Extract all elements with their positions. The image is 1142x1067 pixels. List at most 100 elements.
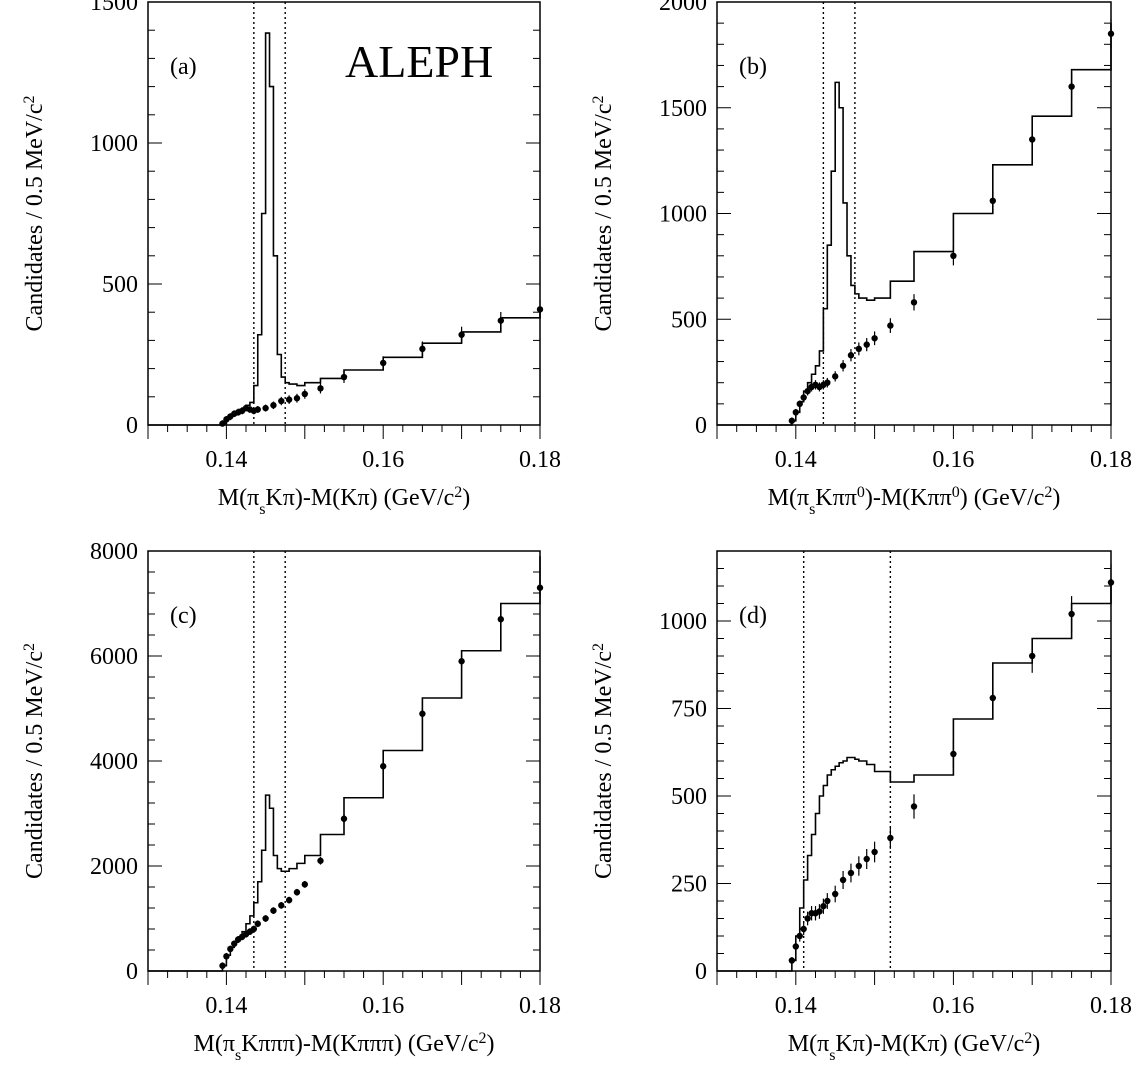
data-point xyxy=(820,903,827,910)
x-tick-label: 0.16 xyxy=(362,447,404,473)
data-point xyxy=(796,400,803,408)
y-tick-label: 2000 xyxy=(90,854,138,880)
y-tick-label: 2000 xyxy=(659,0,707,16)
data-point xyxy=(855,862,863,870)
data-point xyxy=(1029,652,1036,660)
data-point xyxy=(262,404,269,412)
data-point xyxy=(800,394,807,401)
data-point xyxy=(536,306,544,313)
y-tick-label: 1000 xyxy=(659,609,707,635)
data-point xyxy=(250,925,258,933)
data-point xyxy=(847,352,855,359)
data-point xyxy=(270,402,277,409)
y-tick-label: 1500 xyxy=(90,0,138,16)
data-point xyxy=(1107,579,1115,586)
data-point xyxy=(950,750,957,758)
data-point xyxy=(839,876,847,884)
data-point xyxy=(871,335,878,342)
data-point xyxy=(317,385,324,392)
data-point xyxy=(863,855,870,863)
data-point xyxy=(293,889,301,896)
data-point xyxy=(839,362,847,369)
x-tick-label: 0.16 xyxy=(932,993,974,1019)
x-axis-label: M(πsKπ)-M(Kπ) (GeV/c2) xyxy=(218,484,471,518)
data-point xyxy=(285,396,293,403)
x-tick-label: 0.16 xyxy=(362,993,404,1019)
data-point xyxy=(380,763,387,770)
y-tick-label: 500 xyxy=(671,307,707,333)
y-tick-label: 4000 xyxy=(90,749,138,775)
data-point xyxy=(804,915,811,922)
data-point xyxy=(887,834,894,842)
x-tick-label: 0.18 xyxy=(519,447,561,473)
data-point xyxy=(419,345,426,353)
data-point xyxy=(223,953,230,960)
y-tick-label: 1500 xyxy=(659,96,707,122)
panel-label: (d) xyxy=(739,603,767,629)
data-point xyxy=(497,317,504,324)
data-point xyxy=(278,397,285,405)
y-tick-label: 1000 xyxy=(90,131,138,157)
data-point xyxy=(340,373,348,381)
histogram-line xyxy=(148,556,541,972)
data-point xyxy=(989,197,996,205)
data-point xyxy=(950,252,957,259)
data-point xyxy=(536,584,544,591)
data-point xyxy=(262,915,269,922)
y-tick-label: 8000 xyxy=(90,539,138,565)
y-tick-label: 500 xyxy=(102,272,138,298)
data-point xyxy=(219,962,226,969)
y-tick-label: 0 xyxy=(126,959,138,985)
data-point xyxy=(219,420,226,427)
panel-label: (c) xyxy=(170,603,197,629)
x-tick-label: 0.14 xyxy=(775,993,817,1019)
data-point xyxy=(231,940,238,947)
chart-panel-1: 0.14 0.16 0.18 0 500 1000 1500 (a) ALEPH M(πsKπ)-… xyxy=(21,0,562,518)
data-point xyxy=(270,907,277,914)
panel-label: (a) xyxy=(170,54,197,80)
data-point xyxy=(1029,136,1036,143)
y-tick-label: 1000 xyxy=(659,202,707,228)
panel-label: (b) xyxy=(739,54,767,80)
data-point xyxy=(796,932,803,940)
y-tick-label: 0 xyxy=(126,413,138,439)
x-tick-label: 0.18 xyxy=(519,993,561,1019)
y-tick-label: 250 xyxy=(671,872,707,898)
data-point xyxy=(989,694,996,702)
y-tick-label: 0 xyxy=(695,959,707,985)
data-point xyxy=(380,359,387,367)
data-point xyxy=(788,417,796,424)
x-axis-label: M(πsKππ0)-M(Kππ0) (GeV/c2) xyxy=(768,484,1061,518)
data-point xyxy=(824,379,831,386)
data-point xyxy=(824,897,831,905)
plot-frame xyxy=(716,550,1112,972)
chart-panel-3: 0.14 0.16 0.18 0 2000 4000 6000 8000 (c) M(πsKπππ… xyxy=(21,539,562,1064)
histogram-line xyxy=(148,32,541,426)
data-point xyxy=(792,409,799,416)
y-tick-label: 6000 xyxy=(90,644,138,670)
y-axis-label: Candidates / 0.5 MeV/c2 xyxy=(21,96,49,332)
x-axis-label: M(πsKπ)-M(Kπ) (GeV/c2) xyxy=(788,1030,1041,1064)
data-point xyxy=(254,920,261,927)
data-point xyxy=(832,890,839,898)
data-point xyxy=(788,957,796,964)
data-point xyxy=(871,848,878,856)
x-tick-label: 0.16 xyxy=(932,447,974,473)
plot-frame xyxy=(716,1,1112,426)
y-tick-label: 0 xyxy=(695,413,707,439)
data-point xyxy=(800,925,807,933)
data-point xyxy=(293,395,301,402)
histogram-line xyxy=(717,23,1112,426)
data-point xyxy=(317,857,324,864)
x-tick-label: 0.14 xyxy=(205,447,247,473)
data-point xyxy=(301,881,308,888)
data-point xyxy=(1107,30,1115,37)
data-point xyxy=(285,896,293,904)
data-point xyxy=(278,902,285,909)
data-point xyxy=(340,815,348,822)
chart-panel-2: 0.14 0.16 0.18 0 500 1000 1500 2000 (b) M(πsKππ0)… xyxy=(590,0,1133,518)
data-point xyxy=(419,710,426,717)
data-point xyxy=(301,390,308,398)
data-point xyxy=(1068,83,1075,90)
